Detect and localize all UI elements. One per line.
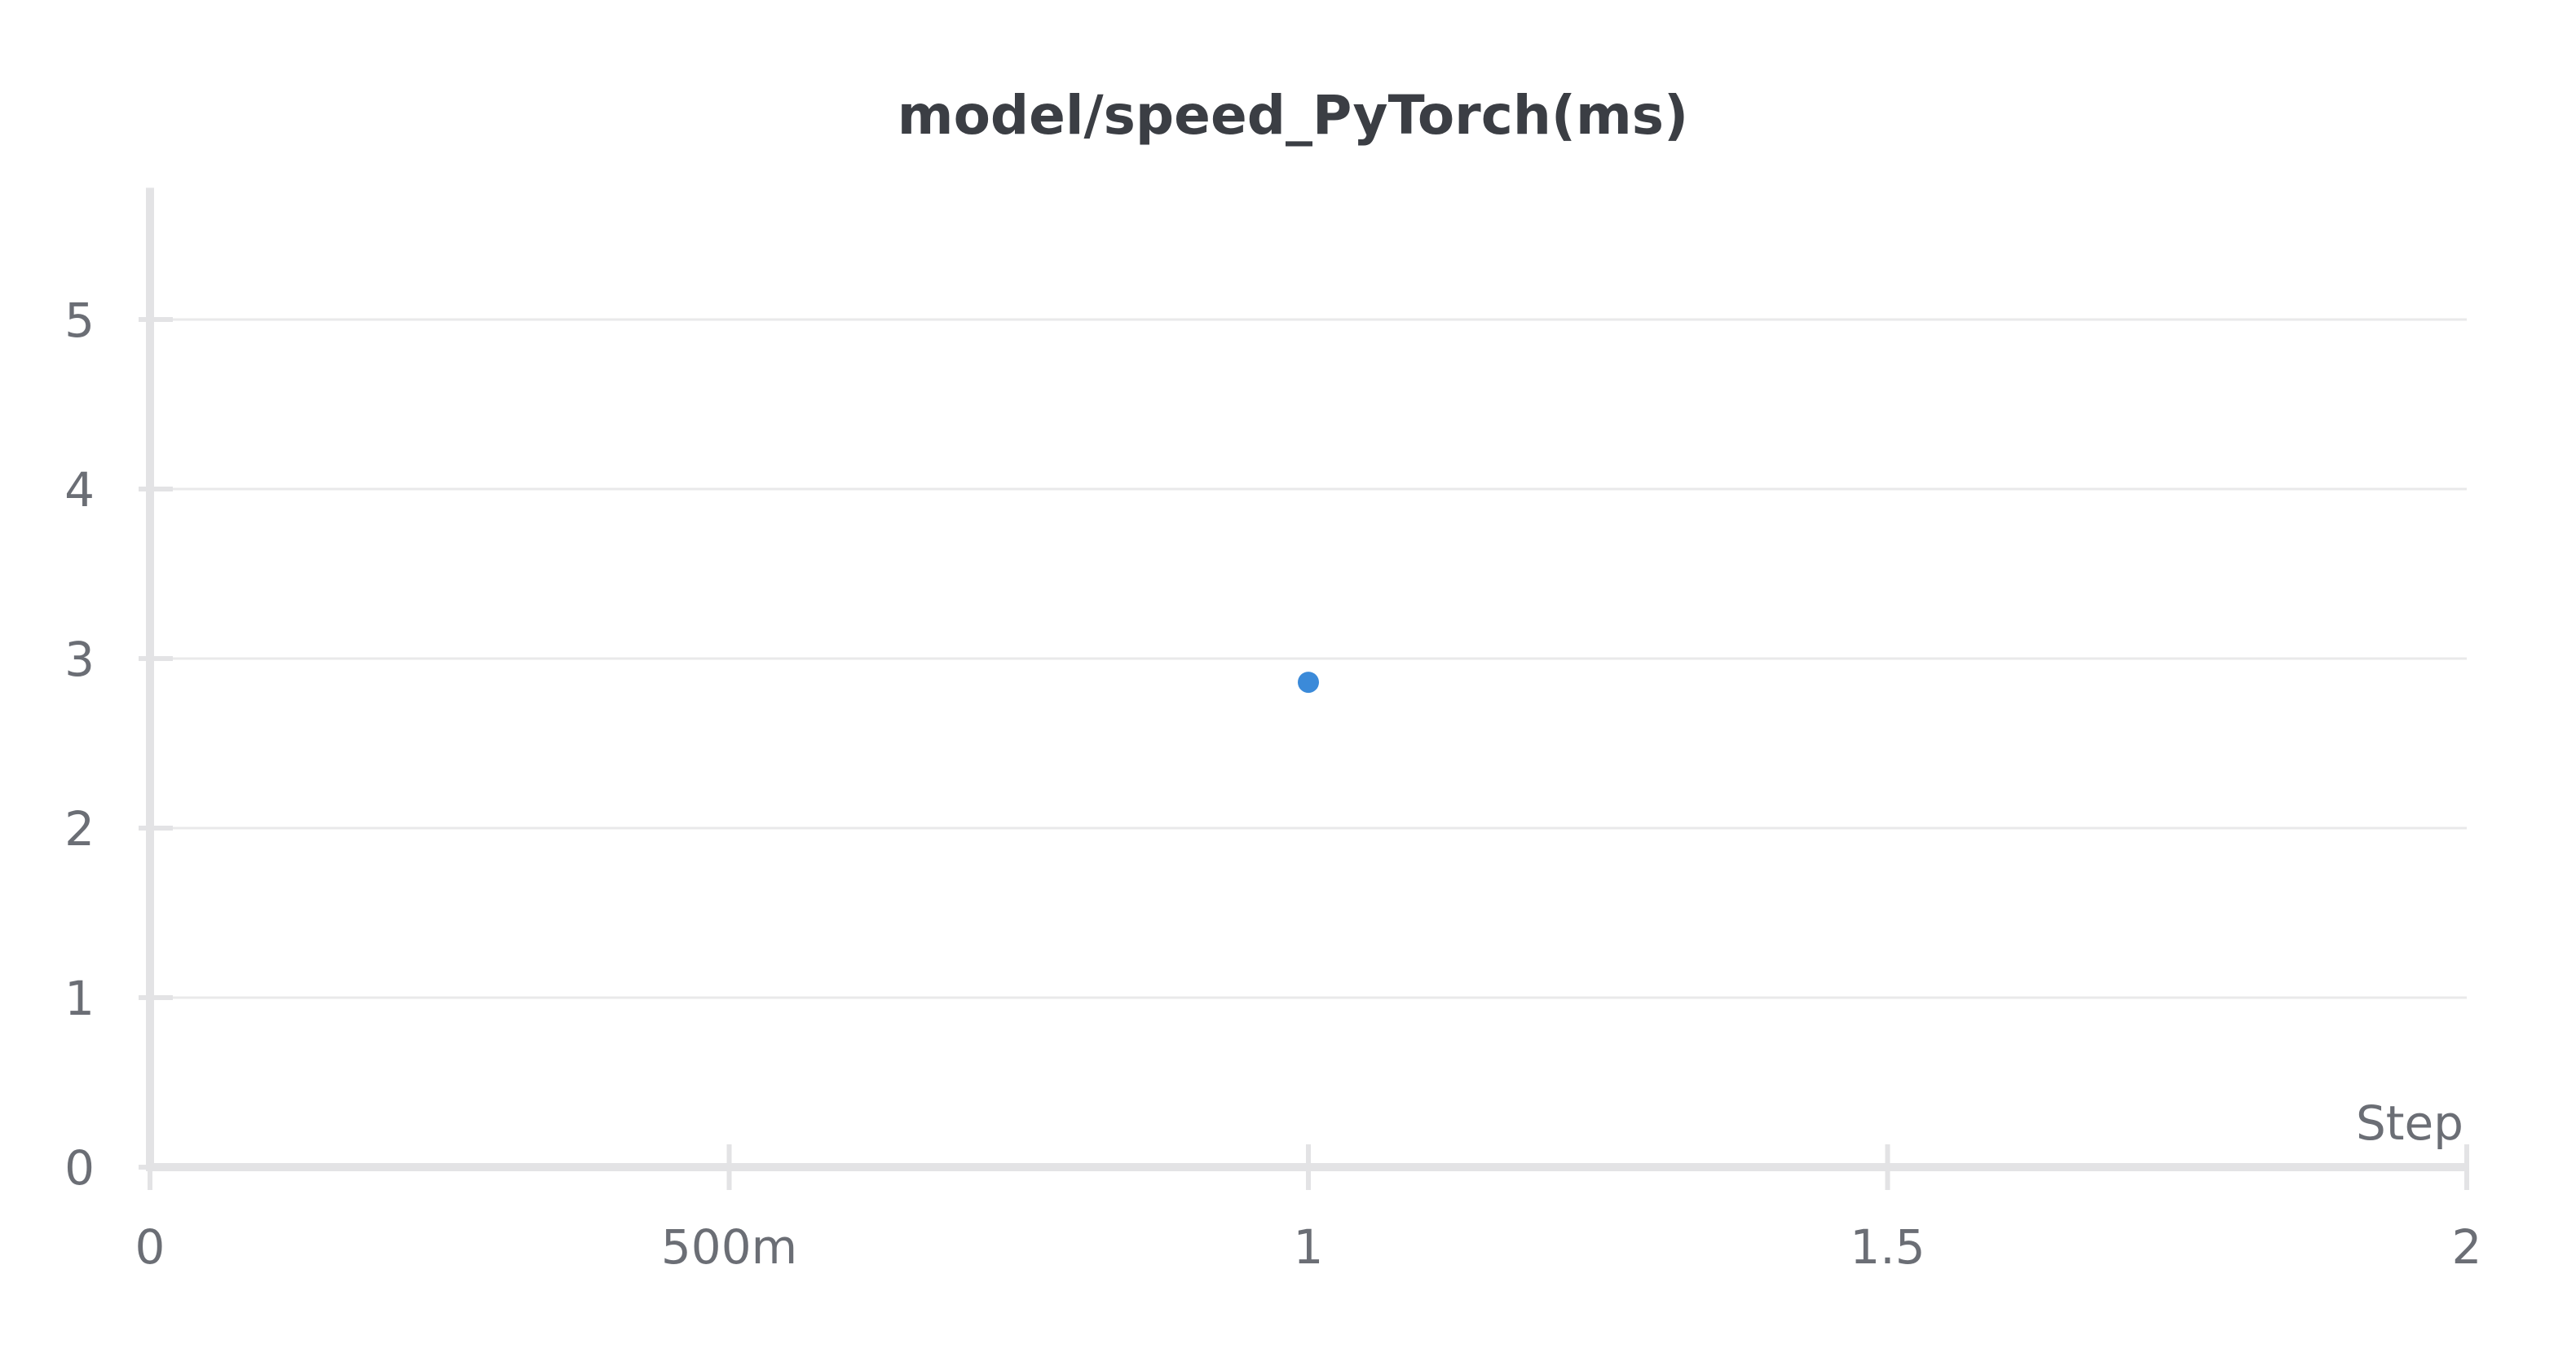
- grid: [150, 318, 2467, 999]
- x-tick-label-4: 2: [2452, 1219, 2482, 1275]
- y-tick-label-3: 3: [64, 632, 95, 687]
- x-tick-label-0: 0: [135, 1219, 165, 1275]
- data-point-0-0: [1298, 672, 1319, 694]
- y-tick-label-2: 2: [64, 801, 95, 857]
- ticks: 0 1 2 3 4 5 0 500m 1 1.5 2: [64, 293, 2481, 1275]
- y-tick-label-0: 0: [64, 1140, 95, 1196]
- x-axis-label: Step: [2356, 1095, 2464, 1151]
- x-tick-label-1: 500m: [661, 1219, 797, 1275]
- y-tick-label-4: 4: [64, 462, 95, 518]
- chart-title: model/speed_PyTorch(ms): [898, 84, 1688, 147]
- x-tick-label-2: 1: [1294, 1219, 1324, 1275]
- y-tick-label-5: 5: [64, 293, 95, 348]
- y-tick-label-1: 1: [64, 971, 95, 1026]
- data-points: [1298, 672, 1319, 694]
- x-tick-label-3: 1.5: [1850, 1219, 1925, 1275]
